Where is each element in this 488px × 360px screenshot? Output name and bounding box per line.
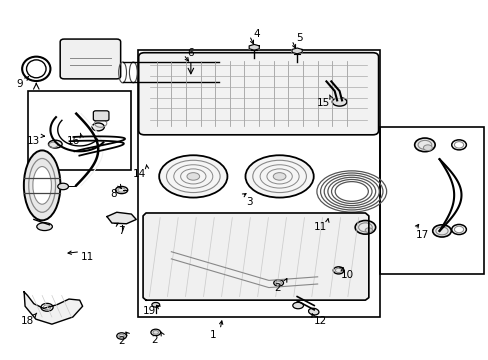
Text: 19: 19 <box>142 306 156 316</box>
Ellipse shape <box>33 167 51 204</box>
Polygon shape <box>24 292 82 324</box>
Text: 11: 11 <box>313 222 326 232</box>
FancyBboxPatch shape <box>139 53 378 135</box>
Ellipse shape <box>24 150 61 220</box>
Ellipse shape <box>48 140 62 148</box>
Text: 16: 16 <box>67 136 81 146</box>
Bar <box>138 50 379 317</box>
Text: 18: 18 <box>21 316 34 325</box>
Text: 9: 9 <box>16 79 22 89</box>
Ellipse shape <box>365 228 372 233</box>
Ellipse shape <box>273 173 285 180</box>
Ellipse shape <box>354 221 375 234</box>
Bar <box>379 127 484 274</box>
Text: 3: 3 <box>245 197 252 207</box>
Ellipse shape <box>423 145 431 150</box>
Text: 11: 11 <box>81 252 94 262</box>
Text: 12: 12 <box>313 316 326 325</box>
Ellipse shape <box>117 333 126 339</box>
Ellipse shape <box>152 302 159 307</box>
Ellipse shape <box>37 223 52 230</box>
Polygon shape <box>249 44 259 50</box>
Polygon shape <box>291 48 302 54</box>
Text: 2: 2 <box>118 336 124 346</box>
Text: 14: 14 <box>133 168 146 179</box>
FancyBboxPatch shape <box>60 39 121 79</box>
Ellipse shape <box>92 123 104 131</box>
Ellipse shape <box>245 155 313 198</box>
Text: 7: 7 <box>118 226 124 236</box>
Ellipse shape <box>159 155 227 198</box>
Text: 10: 10 <box>340 270 353 280</box>
Ellipse shape <box>58 183 68 190</box>
Text: 15: 15 <box>316 98 329 108</box>
Polygon shape <box>107 212 136 224</box>
Ellipse shape <box>308 308 318 315</box>
Bar <box>27 91 131 170</box>
Text: 4: 4 <box>253 29 260 39</box>
Ellipse shape <box>273 280 283 286</box>
Polygon shape <box>326 81 341 100</box>
Ellipse shape <box>151 329 160 336</box>
Ellipse shape <box>292 302 303 309</box>
Text: 17: 17 <box>415 230 428 239</box>
Text: 1: 1 <box>209 330 216 340</box>
Ellipse shape <box>186 173 199 180</box>
Polygon shape <box>143 213 368 300</box>
Text: 5: 5 <box>295 33 302 43</box>
Ellipse shape <box>331 98 346 106</box>
Ellipse shape <box>432 225 450 237</box>
Text: 8: 8 <box>110 189 117 199</box>
Text: 2: 2 <box>151 334 158 345</box>
FancyBboxPatch shape <box>93 111 109 121</box>
Ellipse shape <box>332 267 343 274</box>
Ellipse shape <box>115 186 127 194</box>
Ellipse shape <box>414 138 434 152</box>
Text: 6: 6 <box>187 48 194 58</box>
Text: 2: 2 <box>274 283 281 293</box>
Text: 13: 13 <box>27 136 41 146</box>
